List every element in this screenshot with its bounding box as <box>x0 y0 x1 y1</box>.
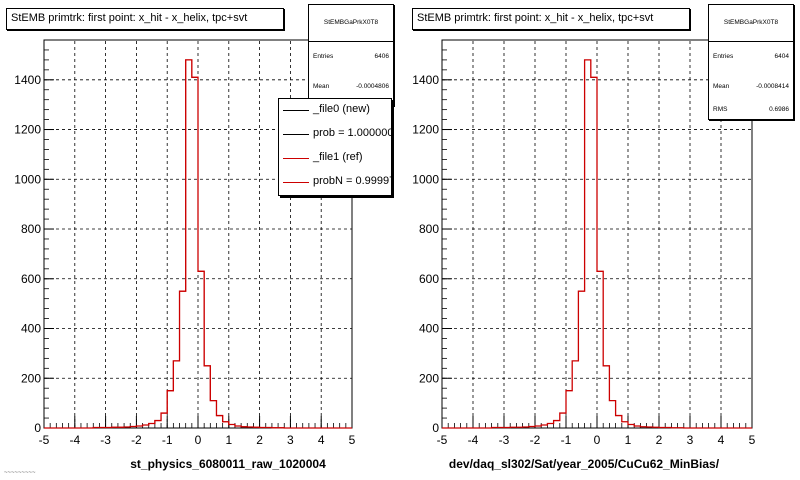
x-tick-label: -5 <box>39 433 50 447</box>
x-axis-label: st_physics_6080011_raw_1020004 <box>130 457 326 471</box>
left-histogram-plot: -5 -4 -3 -2 -1 0 1 2 3 4 5 0 200 400 600 800 1000 1200 140… <box>14 39 356 471</box>
y-tick-label: 0 <box>34 421 41 435</box>
x-tick-label: -2 <box>530 433 541 447</box>
y-tick-label: 200 <box>419 371 439 385</box>
x-tick-label: -4 <box>69 433 80 447</box>
left-chart-pane: -5 -4 -3 -2 -1 0 1 2 3 4 5 0 200 400 600 800 1000 1200 140… <box>6 4 394 471</box>
right-chart-title: StEMB primtrk: first point: x_hit - x_he… <box>412 8 690 30</box>
y-tick-label: 0 <box>432 421 439 435</box>
y-tick-label: 1400 <box>412 73 439 87</box>
x-tick-label: 3 <box>687 433 694 447</box>
left-stats-mean-row: Mean -0.0004806 <box>309 72 393 102</box>
right-stats-mean-label: Mean <box>713 83 730 90</box>
left-stats-entries-value: 6406 <box>374 53 389 60</box>
right-stats-mean-value: -0.0008414 <box>756 83 789 90</box>
left-stats-box: StEMBGaPrkX0T8 Entries 6406 Mean -0.0004… <box>308 4 394 106</box>
right-stats-mean-row: Mean -0.0008414 <box>709 72 793 102</box>
left-chart-title: StEMB primtrk: first point: x_hit - x_he… <box>6 8 284 30</box>
x-tick-label: -3 <box>499 433 510 447</box>
y-tick-label: 200 <box>21 371 41 385</box>
left-stats-name: StEMBGaPrkX0T8 <box>309 5 393 42</box>
x-tick-label: -3 <box>100 433 111 447</box>
y-tick-label: 800 <box>21 222 41 236</box>
x-tick-label: -5 <box>437 433 448 447</box>
right-stats-name: StEMBGaPrkX0T8 <box>709 5 793 42</box>
left-legend: _file0 (new) prob = 1.000000 _file1 (ref… <box>278 98 392 196</box>
legend-label-probn: probN = 0.999977 <box>313 175 391 187</box>
y-tick-label: 800 <box>419 222 439 236</box>
x-tick-label: 4 <box>318 433 325 447</box>
x-axis-label: dev/daq_sl302/Sat/year_2005/CuCu62_MinBi… <box>449 457 720 471</box>
right-stats-box: StEMBGaPrkX0T8 Entries 6404 Mean -0.0008… <box>708 4 794 120</box>
x-tick-label: 5 <box>749 433 756 447</box>
y-tick-label: 600 <box>419 272 439 286</box>
x-tick-label: 3 <box>287 433 294 447</box>
legend-entry-prob: prob = 1.000000 <box>279 123 391 147</box>
legend-entry-ref: _file1 (ref) <box>279 147 391 171</box>
y-tick-label: 1200 <box>14 123 41 137</box>
footer-note: ~~~~~~~~~ <box>4 470 36 476</box>
legend-swatch-prob <box>283 134 309 135</box>
legend-swatch-probn <box>283 182 309 183</box>
x-tick-label: 1 <box>625 433 632 447</box>
y-tick-label: 600 <box>21 272 41 286</box>
y-tick-label: 400 <box>21 322 41 336</box>
legend-label-prob: prob = 1.000000 <box>313 127 392 139</box>
right-stats-rms-row: RMS 0.6986 <box>709 102 793 118</box>
y-tick-label: 1000 <box>412 172 439 186</box>
x-tick-label: 2 <box>256 433 263 447</box>
right-stats-entries-row: Entries 6404 <box>709 42 793 72</box>
legend-label-new: _file0 (new) <box>313 103 370 115</box>
histogram-series-primary <box>442 59 752 429</box>
right-stats-entries-value: 6404 <box>774 53 789 60</box>
x-tick-label: 0 <box>594 433 601 447</box>
x-tick-label: 5 <box>349 433 356 447</box>
x-tick-label: -4 <box>468 433 479 447</box>
x-tick-label: -2 <box>131 433 142 447</box>
left-stats-mean-value: -0.0004806 <box>356 83 389 90</box>
right-stats-entries-label: Entries <box>713 53 734 60</box>
right-histogram-plot: -5 -4 -3 -2 -1 0 1 2 3 4 5 0 200 400 600 800 1000 1200 140… <box>412 39 756 471</box>
histogram-series-overlay <box>44 59 352 429</box>
x-tick-label: -1 <box>561 433 572 447</box>
y-tick-label: 1200 <box>412 123 439 137</box>
right-chart-pane: -5 -4 -3 -2 -1 0 1 2 3 4 5 0 200 400 600 800 1000 1200 140… <box>400 0 800 480</box>
legend-entry-new: _file0 (new) <box>279 99 391 123</box>
right-stats-rms-value: 0.6986 <box>769 106 789 113</box>
x-tick-label: 0 <box>195 433 202 447</box>
x-tick-label: -1 <box>162 433 173 447</box>
left-stats-entries-label: Entries <box>313 53 334 60</box>
x-tick-label: 2 <box>656 433 663 447</box>
left-stats-mean-label: Mean <box>313 83 330 90</box>
y-tick-label: 1400 <box>14 73 41 87</box>
x-tick-label: 1 <box>225 433 232 447</box>
legend-entry-probn: probN = 0.999977 <box>279 171 391 195</box>
left-stats-entries-row: Entries 6406 <box>309 42 393 72</box>
right-stats-rms-label: RMS <box>713 106 728 113</box>
legend-label-ref: _file1 (ref) <box>313 151 363 163</box>
x-tick-label: 4 <box>718 433 725 447</box>
y-tick-label: 400 <box>419 322 439 336</box>
legend-swatch-new <box>283 110 309 111</box>
legend-swatch-ref <box>283 158 309 159</box>
y-tick-label: 1000 <box>14 172 41 186</box>
